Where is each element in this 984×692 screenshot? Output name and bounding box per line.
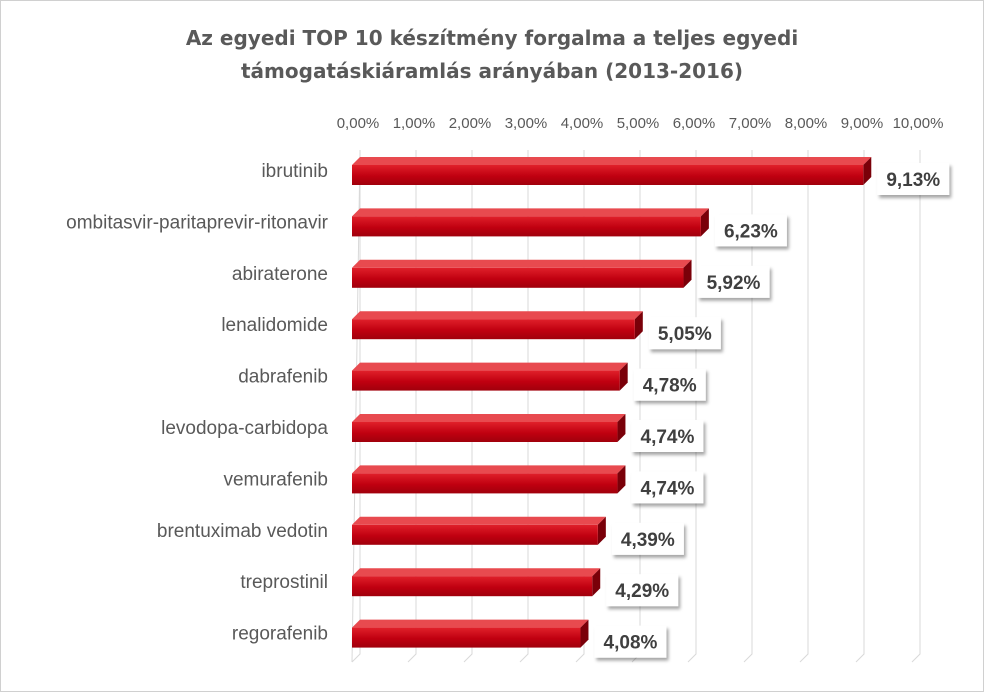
- bar-top-face: [352, 465, 626, 474]
- bar-front-face: [352, 473, 618, 494]
- chart-title-line-2: támogatáskiáramlás arányában (2013-2016): [240, 59, 744, 83]
- bar-front-face: [352, 576, 593, 597]
- x-tick-label: 6,00%: [673, 115, 716, 132]
- bar: [352, 414, 626, 442]
- data-label: 9,13%: [886, 170, 940, 191]
- data-labels: 9,13% 6,23% 5,92% 5,05% 4,78% 4,74% 4,74% 4,39%…: [594, 163, 950, 658]
- category-label: vemurafenib: [223, 469, 328, 490]
- data-label: 6,23%: [724, 221, 778, 242]
- x-tick-label: 9,00%: [841, 115, 884, 132]
- bar: [352, 516, 606, 545]
- data-label: 4,74%: [641, 478, 695, 499]
- bar-top-face: [352, 619, 589, 628]
- bar-front-face: [352, 422, 618, 442]
- bar-side-face: [580, 619, 589, 648]
- bar-side-face: [619, 362, 628, 391]
- data-label-box: [594, 625, 667, 658]
- data-label: 5,05%: [658, 324, 712, 345]
- x-tick-label: 4,00%: [561, 115, 604, 132]
- bar-top-face: [352, 259, 692, 268]
- data-label-box: [697, 265, 770, 298]
- category-label: dabrafenib: [238, 367, 328, 388]
- bar: [352, 157, 872, 185]
- bar-top-face: [352, 208, 709, 217]
- x-tick-label: 7,00%: [729, 115, 772, 132]
- bar-front-face: [352, 319, 635, 340]
- bar-top-face: [352, 362, 628, 371]
- bar: [352, 568, 601, 597]
- bar-top-face: [352, 414, 626, 422]
- bar: [352, 311, 643, 340]
- x-tick-label: 1,00%: [393, 115, 436, 132]
- data-label-box: [714, 214, 787, 247]
- data-label-box: [877, 163, 950, 195]
- bar-side-face: [592, 568, 601, 597]
- category-label: ombitasvir-paritaprevir-ritonavir: [66, 212, 329, 233]
- bar-side-face: [617, 414, 626, 442]
- bar-side-face: [863, 157, 872, 185]
- data-label: 4,08%: [604, 633, 658, 654]
- bar-front-face: [352, 524, 598, 545]
- bar: [352, 465, 626, 494]
- data-label: 4,78%: [643, 376, 697, 397]
- data-label-box: [633, 368, 706, 401]
- x-axis-tick-labels: 0,00% 1,00% 2,00% 3,00% 4,00% 5,00% 6,00% 7,00%…: [337, 115, 944, 132]
- bar: [352, 619, 589, 648]
- category-labels: ibrutinib ombitasvir-paritaprevir-ritonav…: [66, 161, 329, 645]
- x-tick-label: 2,00%: [449, 115, 492, 132]
- bar: [352, 362, 628, 391]
- bar-front-face: [352, 216, 701, 237]
- gridline: [911, 150, 921, 663]
- bar-top-face: [352, 311, 643, 320]
- bar-side-face: [597, 516, 606, 545]
- bar-top-face: [352, 568, 601, 577]
- bar-side-face: [700, 208, 709, 237]
- data-label-box: [631, 471, 704, 504]
- bar: [352, 259, 692, 288]
- category-label: levodopa-carbidopa: [161, 418, 328, 439]
- bar-front-face: [352, 267, 684, 288]
- chart-title: Az egyedi TOP 10 készítmény forgalma a t…: [0, 22, 984, 88]
- x-tick-label: 5,00%: [617, 115, 660, 132]
- category-label: treprostinil: [240, 572, 328, 593]
- gridline: [799, 150, 809, 663]
- x-tick-label: 0,00%: [337, 115, 380, 132]
- category-label: brentuximab vedotin: [157, 521, 328, 542]
- category-label: lenalidomide: [221, 315, 328, 336]
- bar-top-face: [352, 157, 872, 165]
- bar-side-face: [634, 311, 643, 340]
- category-label: regorafenib: [232, 624, 328, 645]
- data-label: 4,39%: [621, 530, 675, 551]
- category-label: abiraterone: [232, 264, 328, 285]
- bar-front-face: [352, 370, 620, 391]
- bar-front-face: [352, 165, 864, 185]
- bars: [352, 157, 872, 648]
- chart-title-line-1: Az egyedi TOP 10 készítmény forgalma a t…: [185, 26, 799, 50]
- bar-front-face: [352, 627, 581, 648]
- data-label-box: [648, 317, 721, 350]
- data-label-box: [606, 574, 679, 607]
- data-label-box: [631, 420, 704, 452]
- bar: [352, 208, 709, 237]
- x-tick-label: 8,00%: [785, 115, 828, 132]
- gridline: [855, 150, 865, 663]
- bar-side-face: [617, 465, 626, 494]
- bar-side-face: [683, 259, 692, 288]
- x-tick-label: 3,00%: [505, 115, 548, 132]
- data-label-box: [611, 522, 684, 555]
- gridline: [743, 150, 753, 663]
- data-label: 4,74%: [641, 427, 695, 448]
- x-tick-label: 10,00%: [893, 115, 944, 132]
- category-label: ibrutinib: [261, 161, 328, 182]
- data-label: 4,29%: [615, 581, 669, 602]
- data-label: 5,92%: [707, 273, 761, 294]
- bar-top-face: [352, 516, 606, 525]
